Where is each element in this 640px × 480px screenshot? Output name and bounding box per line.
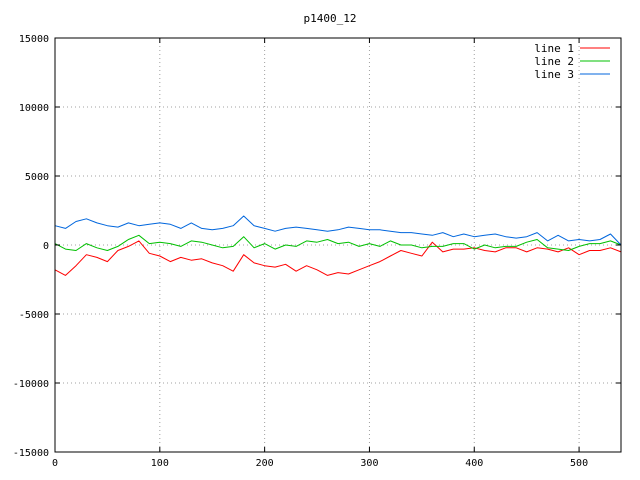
- series-group: [54, 215, 622, 276]
- series-line-2: [54, 234, 622, 251]
- legend-label: line 1: [534, 42, 574, 55]
- x-tick-label: 500: [570, 458, 588, 469]
- legend-label: line 2: [534, 55, 574, 68]
- x-tick-label: 300: [360, 458, 378, 469]
- y-axis: -15000 -10000 -5000 0 5000 10000 15000: [13, 34, 621, 459]
- y-tick-label: -10000: [13, 379, 49, 390]
- y-tick-label: -5000: [19, 310, 49, 321]
- series-line-1: [54, 240, 622, 276]
- legend-label: line 3: [534, 68, 574, 81]
- x-tick-label: 0: [52, 458, 58, 469]
- x-tick-label: 100: [151, 458, 169, 469]
- y-tick-label: 15000: [19, 34, 49, 45]
- x-tick-label: 200: [256, 458, 274, 469]
- x-tick-label: 400: [465, 458, 483, 469]
- y-tick-label: -15000: [13, 448, 49, 459]
- series-line-3: [54, 215, 622, 246]
- x-axis: 0 100 200 300 400 500: [52, 38, 588, 469]
- y-tick-label: 10000: [19, 103, 49, 114]
- grid: [55, 38, 621, 452]
- y-tick-label: 0: [43, 241, 49, 252]
- chart-title: p1400_12: [304, 12, 357, 25]
- y-tick-label: 5000: [25, 172, 49, 183]
